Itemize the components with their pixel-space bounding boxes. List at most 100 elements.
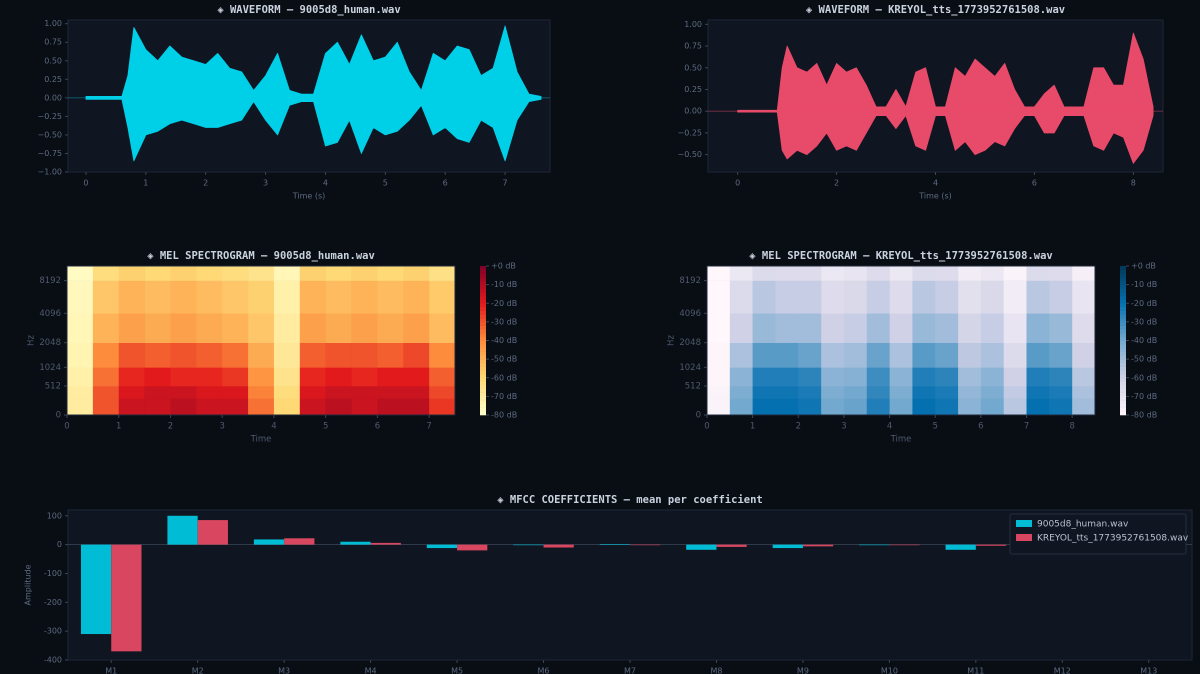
plot-border [66, 265, 456, 416]
y-axis-label: Amplitude [24, 564, 33, 605]
spectrogram-cell [889, 342, 913, 368]
colorbar-tick-label: +0 dB [1131, 262, 1156, 271]
spectrogram-cell [377, 385, 404, 399]
colorbar-step [1120, 381, 1126, 386]
colorbar-tick-label: -70 dB [491, 392, 517, 401]
bar [772, 544, 803, 549]
spectrogram-cell [798, 313, 822, 344]
spectrogram-cell [377, 342, 404, 368]
colorbar-step [1120, 359, 1126, 364]
colorbar-step [1120, 273, 1126, 278]
spectrogram-cell [866, 313, 890, 344]
spectrogram-cell [866, 266, 890, 281]
x-tick-label: M9 [797, 667, 809, 674]
y-tick-label: 0.00 [44, 93, 62, 102]
spectrogram-cell [1026, 280, 1050, 314]
spectrogram-cell [222, 385, 249, 399]
spectrogram-cell [273, 266, 301, 281]
colorbar-step [480, 385, 486, 390]
spectrogram-cell [144, 385, 171, 399]
spectrogram-cell [1026, 385, 1050, 399]
spectrogram-cell [729, 367, 753, 387]
spectrogram-cell [775, 398, 799, 416]
spectrogram-cell [775, 367, 799, 387]
spectrogram-cell [299, 385, 326, 399]
spectrogram-cell [222, 367, 249, 387]
spectrogram-cell [707, 398, 731, 416]
colorbar-step [1120, 310, 1126, 315]
bar [284, 538, 315, 545]
colorbar-step [480, 392, 486, 397]
chart-title: ◈ WAVEFORM — 9005d8_human.wav [217, 4, 400, 16]
spectrogram-cell [1072, 367, 1096, 387]
spectrogram-cell [170, 398, 197, 416]
y-tick-label: −0.25 [37, 112, 62, 121]
spectrogram-cell [351, 313, 378, 344]
spectrogram-cell [1003, 385, 1027, 399]
spectrogram-cell [170, 280, 197, 314]
x-tick-label: 2 [834, 179, 839, 188]
spectrogram-cell [707, 266, 731, 281]
spectrogram-cell [144, 398, 171, 416]
spectrogram-cell [196, 398, 223, 416]
spectrogram-cell [429, 385, 456, 399]
spectrogram-cell [775, 280, 799, 314]
spectrogram-cell [889, 367, 913, 387]
spectrogram-cell [821, 385, 845, 399]
x-tick-label: 1 [750, 422, 755, 432]
colorbar-step [480, 266, 486, 271]
spectrogram-cell [299, 313, 326, 344]
spectrogram-cell [170, 313, 197, 344]
colorbar-step [1120, 269, 1126, 274]
spectrogram-cell [273, 367, 301, 387]
spectrogram-cell [1072, 385, 1096, 399]
spectrogram-cell [325, 385, 352, 399]
x-tick-label: M1 [105, 667, 117, 674]
spectrogram-cell [351, 367, 378, 387]
spectrogram-cell [798, 280, 822, 314]
colorbar-step [480, 403, 486, 408]
spectrogram-cell [118, 313, 145, 344]
x-tick-label: M11 [967, 667, 984, 674]
chart-title: ◈ MEL SPECTROGRAM — 9005d8_human.wav [147, 250, 375, 262]
colorbar-step [1120, 388, 1126, 393]
spectrogram-cell [403, 342, 430, 368]
colorbar-tick-label: -20 dB [1131, 299, 1157, 308]
colorbar-step [480, 288, 486, 293]
spectrogram-cell [729, 398, 753, 416]
spectrogram-cell [325, 398, 352, 416]
x-axis-label: Time [890, 435, 912, 445]
spectrogram-cell [222, 266, 249, 281]
spectrogram-cell [429, 280, 456, 314]
waveform-high [85, 25, 542, 99]
spectrogram-cell [118, 280, 145, 314]
spectrogram-cell [67, 398, 94, 416]
y-tick-label: −0.50 [37, 130, 62, 139]
spectrogram-cell [351, 398, 378, 416]
spectrogram-cell [429, 398, 456, 416]
x-tick-label: M4 [365, 667, 377, 674]
colorbar-step [1120, 329, 1126, 334]
spectrogram-cell [1026, 342, 1050, 368]
colorbar-step [1120, 370, 1126, 375]
colorbar-step [1120, 347, 1126, 352]
spectrogram-cell [980, 385, 1005, 399]
spectrogram-cell [935, 266, 959, 281]
colorbar-step [1120, 403, 1126, 408]
x-tick-label: 2 [168, 422, 173, 432]
spectrogram-cell [377, 266, 404, 281]
spectrogram-cell [1072, 313, 1096, 344]
spectrogram-cell [843, 313, 868, 344]
x-tick-label: M5 [451, 667, 463, 674]
spectrogram-cell [325, 367, 352, 387]
colorbar-step [1120, 277, 1126, 282]
spectrogram-cell [775, 313, 799, 344]
spectrogram-cell [958, 385, 982, 399]
plot-border [706, 265, 1096, 416]
spectrogram-cell [798, 385, 822, 399]
spectrogram-cell [775, 342, 799, 368]
x-tick-label: 6 [375, 422, 380, 432]
colorbar-step [480, 388, 486, 393]
y-tick-label: 100 [47, 511, 62, 520]
y-axis-label: Hz [27, 335, 37, 346]
